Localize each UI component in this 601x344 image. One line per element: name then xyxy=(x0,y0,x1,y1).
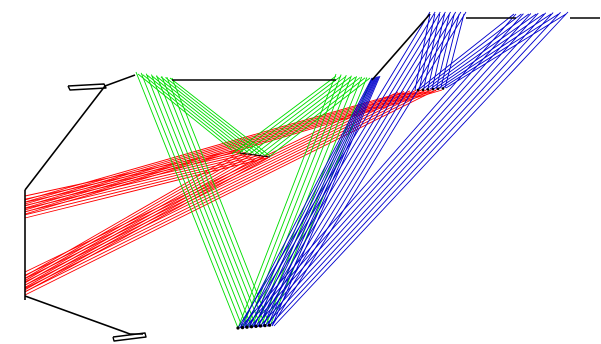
blue-ray xyxy=(438,14,551,89)
blue-ray xyxy=(245,14,524,328)
blue-ray xyxy=(264,13,553,327)
green-ray xyxy=(152,76,249,153)
blue-ray-bundle xyxy=(238,12,568,328)
focal-dot xyxy=(250,325,253,328)
green-ray xyxy=(165,77,264,155)
blue-ray xyxy=(253,12,446,327)
green-ray xyxy=(147,75,243,152)
frame-rise xyxy=(372,14,430,80)
focal-dot xyxy=(236,326,239,329)
focal-dot xyxy=(259,324,262,327)
blue-ray xyxy=(245,78,374,328)
red-ray xyxy=(25,92,398,272)
blue-ray xyxy=(434,14,544,89)
frame-upper-left xyxy=(25,75,135,190)
red-ray xyxy=(25,91,430,210)
focal-dot xyxy=(263,324,266,327)
focal-dot xyxy=(417,89,420,92)
blue-ray xyxy=(430,14,536,89)
frame-lower-left xyxy=(25,296,143,334)
focal-dot xyxy=(427,88,430,91)
green-ray xyxy=(156,76,253,153)
focal-dot xyxy=(245,326,248,329)
blue-ray xyxy=(238,12,430,328)
green-ray xyxy=(161,77,259,154)
blue-ray xyxy=(257,12,450,327)
slit-top-left xyxy=(68,84,106,90)
red-ray xyxy=(25,152,240,276)
focal-dot xyxy=(422,88,425,91)
focal-plane-dots xyxy=(236,87,444,329)
blue-ray xyxy=(254,77,376,327)
focal-dot xyxy=(432,88,435,91)
green-ray xyxy=(172,78,270,326)
focal-dot xyxy=(268,324,271,327)
blue-ray xyxy=(269,12,560,326)
blue-ray xyxy=(259,13,545,327)
green-ray xyxy=(247,75,346,327)
blue-ray xyxy=(267,12,461,326)
focal-dot xyxy=(437,88,440,91)
focal-dot xyxy=(442,87,445,90)
red-ray xyxy=(25,157,270,218)
blue-ray xyxy=(255,13,539,327)
red-ray xyxy=(25,154,248,281)
blue-ray xyxy=(262,12,455,327)
blue-ray xyxy=(415,14,430,90)
focal-dot xyxy=(241,326,244,329)
focal-dot xyxy=(254,325,257,328)
blue-ray xyxy=(272,12,466,326)
red-ray xyxy=(25,155,256,285)
